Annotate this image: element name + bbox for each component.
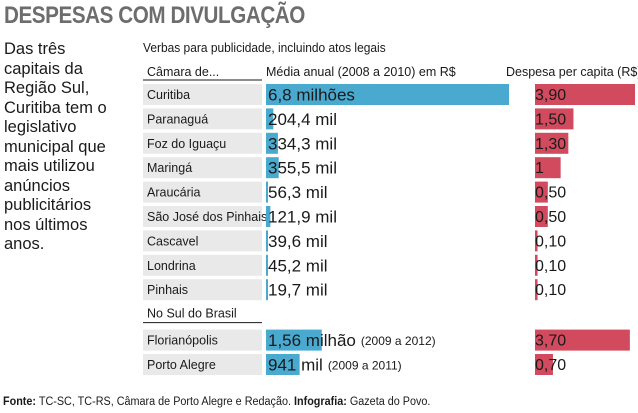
capita-bar: [535, 157, 561, 179]
capita-bar: [535, 84, 635, 105]
annual-bar: [266, 132, 278, 154]
capita-value-label: 1,50: [535, 111, 566, 128]
row-background-2: [143, 132, 262, 154]
intro-text: Das três capitais da Região Sul, Curitib…: [4, 40, 107, 253]
capita-bar: [535, 354, 553, 375]
city-label: Maringá: [147, 161, 192, 175]
capita-value-label: 1: [535, 160, 544, 177]
annual-bar: [266, 108, 274, 130]
capita-value-label: 0,50: [535, 185, 566, 202]
annual-bar: [266, 279, 268, 301]
row-background-5: [143, 206, 262, 227]
capita-bar: [535, 279, 538, 301]
column-header-annual: Média anual (2008 a 2010) em R$: [266, 65, 456, 79]
capita-bar: [535, 181, 548, 203]
annual-value-label: 121,9 mil: [268, 208, 337, 227]
row-background-9: [143, 329, 262, 351]
annual-value-label: 355,5 mil: [268, 159, 337, 178]
annual-bar: [266, 354, 300, 375]
annual-bar: [266, 206, 271, 227]
credit-label: Infografia:: [293, 396, 347, 408]
annual-bar: [266, 329, 322, 351]
row-background-3: [143, 157, 262, 179]
capita-bar: [535, 329, 630, 351]
annual-value-label: 6,8 milhões: [268, 86, 355, 105]
row-background-0: [143, 84, 262, 105]
capita-bar: [535, 230, 538, 252]
capita-bar: [535, 132, 569, 154]
city-label: Paranaguá: [147, 112, 208, 126]
credit-text: Gazeta do Povo.: [346, 396, 431, 408]
column-header-capita: Despesa per capita (R$): [506, 65, 638, 79]
annual-period-note: (2009 a 2011): [328, 359, 402, 373]
city-label: Araucária: [147, 186, 201, 200]
source-text: TC-SC, TC-RS, Câmara de Porto Alegre e R…: [36, 396, 294, 408]
city-label: São José dos Pinhais: [147, 210, 267, 224]
city-label: Florianópolis: [147, 334, 218, 348]
city-label: Curitiba: [147, 88, 190, 102]
annual-bar: [266, 230, 268, 252]
column-header-camara: Câmara de...: [147, 65, 219, 79]
annual-bar: [266, 254, 268, 276]
city-label: Cascavel: [147, 234, 198, 248]
annual-value-label: 56,3 mil: [268, 183, 328, 202]
annual-value-label: 19,7 mil: [268, 281, 328, 300]
annual-period-note: (2009 a 2012): [361, 334, 436, 348]
infographic-title: DESPESAS COM DIVULGAÇÃO: [4, 2, 305, 29]
capita-value-label: 0,10: [535, 282, 566, 299]
annual-bar: [266, 181, 269, 203]
capita-value-label: 3,90: [535, 87, 566, 104]
capita-value-label: 0,70: [535, 357, 566, 374]
row-background-6: [143, 230, 262, 252]
annual-value-label: 334,3 mil: [268, 134, 337, 153]
annual-value-label: 941 mil: [268, 356, 323, 375]
capita-value-label: 0,10: [535, 258, 566, 275]
annual-value-label: 204,4 mil: [268, 110, 337, 129]
source-label: Fonte:: [3, 396, 37, 408]
capita-value-label: 0,50: [535, 209, 566, 226]
section-label: No Sul do Brasil: [147, 307, 237, 321]
capita-value-label: 3,70: [535, 333, 566, 350]
annual-value-label: 39,6 mil: [268, 232, 328, 251]
annual-bar: [266, 84, 509, 105]
capita-value-label: 0,10: [535, 233, 566, 250]
city-label: Porto Alegre: [147, 358, 216, 372]
footer-credits: Fonte: TC-SC, TC-RS, Câmara de Porto Ale…: [3, 396, 430, 408]
annual-value-label: 1,56 milhão: [268, 331, 356, 350]
row-background-7: [143, 254, 262, 276]
row-background-8: [143, 279, 262, 301]
row-background-4: [143, 181, 262, 203]
city-label: Pinhais: [147, 283, 188, 297]
annual-bar: [266, 157, 279, 179]
capita-value-label: 1,30: [535, 136, 566, 153]
city-label: Foz do Iguaçu: [147, 137, 226, 151]
capita-bar: [535, 108, 574, 130]
annual-value-label: 45,2 mil: [268, 256, 328, 275]
city-label: Londrina: [147, 259, 196, 273]
chart-subtitle: Verbas para publicidade, incluindo atos …: [143, 40, 386, 55]
capita-bar: [535, 254, 538, 276]
row-background-10: [143, 354, 262, 375]
row-background-1: [143, 108, 262, 130]
capita-bar: [535, 206, 548, 227]
